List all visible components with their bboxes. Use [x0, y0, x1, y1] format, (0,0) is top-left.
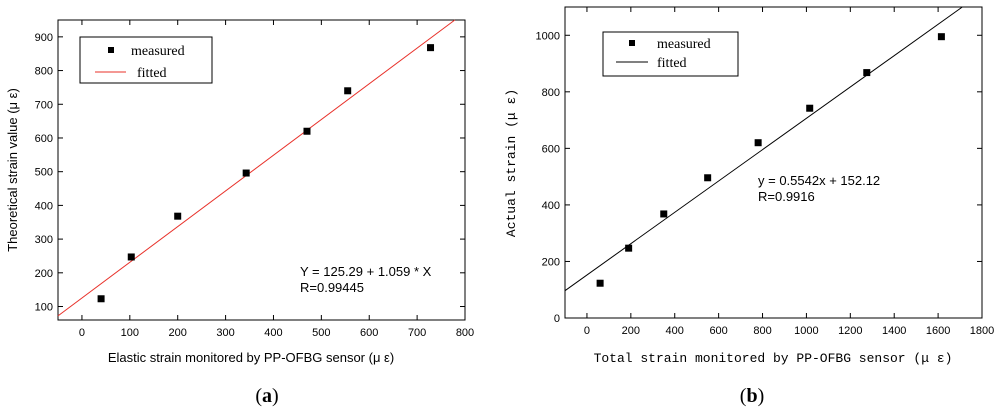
legend-b-box	[602, 31, 739, 77]
chart-a: 0 100 200 300 400 500 600 700 800 100 200 300 400 500…	[5, 19, 474, 407]
chart-a-frame	[57, 19, 466, 321]
x-tick-label: 800	[753, 325, 771, 337]
measured-point	[344, 87, 352, 95]
measured-point	[625, 244, 633, 252]
legend-a-fitted-label: fitted	[137, 66, 167, 81]
chart-a-legend: measured fitted	[79, 36, 213, 84]
x-tick-label: 800	[456, 327, 474, 339]
y-tick-label: 800	[35, 66, 53, 78]
chart-b-legend: measured fitted	[602, 31, 739, 77]
chart-b-ylabel: Actual strain (μ ε)	[504, 89, 519, 237]
chart-a-r-value: R=0.99445	[300, 280, 364, 295]
measured-point	[427, 44, 435, 52]
x-tick-label: 0	[79, 327, 85, 339]
y-tick-label: 400	[542, 200, 560, 212]
chart-b-equation: y = 0.5542x + 152.12	[758, 173, 880, 188]
fitted-line	[57, 19, 456, 317]
measured-point	[937, 33, 945, 41]
legend-b-fitted-label: fitted	[657, 56, 687, 71]
y-tick-label: 800	[542, 87, 560, 99]
chart-b-ticks: 0 200 400 600 800 1000 1200 1400 1600 1800 0 200 400…	[536, 7, 994, 337]
x-tick-label: 200	[169, 327, 187, 339]
chart-a-ticks: 0 100 200 300 400 500 600 700 800 100 200 300 400 500…	[35, 20, 474, 339]
y-tick-label: 500	[35, 167, 53, 179]
legend-a-measured-label: measured	[131, 44, 185, 59]
y-tick-label: 900	[35, 32, 53, 44]
chart-b-panel-label: (b)	[740, 385, 764, 407]
chart-a-xlabel: Elastic strain monitored by PP-OFBG sens…	[108, 350, 394, 365]
chart-b-frame	[564, 6, 983, 319]
legend-b-marker-measured	[629, 40, 635, 46]
x-tick-label: 1000	[794, 325, 818, 337]
y-tick-label: 400	[35, 200, 53, 212]
x-tick-label: 600	[360, 327, 378, 339]
legend-a-marker-measured	[108, 47, 114, 53]
x-tick-label: 1400	[882, 325, 906, 337]
chart-a-fit-layer	[57, 19, 456, 317]
y-tick-label: 200	[35, 268, 53, 280]
chart-b-fit-layer	[564, 6, 963, 292]
chart-a-panel-label: (a)	[255, 385, 278, 407]
measured-point	[127, 253, 135, 261]
measured-point	[174, 212, 182, 220]
chart-a-ylabel: Theoretical strain value (μ ε)	[5, 88, 20, 252]
x-tick-label: 1800	[970, 325, 994, 337]
y-tick-label: 1000	[536, 30, 560, 42]
measured-point	[660, 210, 668, 218]
measured-point	[242, 169, 250, 177]
x-tick-label: 600	[709, 325, 727, 337]
chart-a-points	[97, 44, 435, 303]
chart-b-r-value: R=0.9916	[758, 189, 815, 204]
x-tick-label: 100	[121, 327, 139, 339]
y-tick-label: 600	[35, 133, 53, 145]
fitted-line	[564, 6, 963, 292]
measured-point	[303, 127, 311, 135]
y-tick-label: 300	[35, 234, 53, 246]
y-tick-label: 200	[542, 256, 560, 268]
x-tick-label: 0	[584, 325, 590, 337]
x-tick-label: 300	[216, 327, 234, 339]
y-tick-label: 0	[554, 313, 560, 325]
measured-point	[863, 69, 871, 77]
legend-b-measured-label: measured	[657, 37, 711, 52]
measured-point	[704, 174, 712, 182]
y-tick-label: 600	[542, 143, 560, 155]
chart-b-xlabel: Total strain monitored by PP-OFBG sensor…	[594, 351, 953, 366]
measured-point	[596, 279, 604, 287]
chart-b-points	[596, 33, 945, 287]
x-tick-label: 400	[666, 325, 684, 337]
measured-point	[754, 139, 762, 147]
legend-a-box	[79, 36, 213, 84]
x-tick-label: 1200	[838, 325, 862, 337]
measured-point	[97, 295, 105, 303]
x-tick-label: 700	[408, 327, 426, 339]
x-tick-label: 200	[622, 325, 640, 337]
chart-b: 0 200 400 600 800 1000 1200 1400 1600 1800 0 200 400…	[504, 6, 994, 407]
chart-a-equation: Y = 125.29 + 1.059 * X	[300, 264, 432, 279]
x-tick-label: 1600	[926, 325, 950, 337]
x-tick-label: 400	[264, 327, 282, 339]
y-tick-label: 100	[35, 302, 53, 314]
x-tick-label: 500	[312, 327, 330, 339]
y-tick-label: 700	[35, 99, 53, 111]
measured-point	[806, 104, 814, 112]
